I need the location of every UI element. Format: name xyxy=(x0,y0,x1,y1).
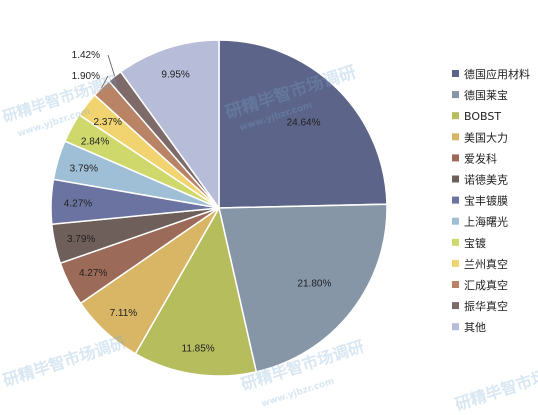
legend-label: 汇成真空 xyxy=(464,278,508,292)
legend-label: 诺德美克 xyxy=(464,173,508,187)
legend-label: 振华真空 xyxy=(464,299,508,313)
legend-swatch xyxy=(452,238,459,246)
data-label: 3.79% xyxy=(67,234,95,245)
legend-label: 上海曙光 xyxy=(464,215,508,229)
legend-swatch xyxy=(452,154,459,162)
leader-line xyxy=(107,54,116,77)
pie-slice xyxy=(218,203,388,373)
pie-slice xyxy=(218,39,388,209)
legend-swatch xyxy=(452,281,459,288)
data-label: 7.11% xyxy=(110,308,138,319)
data-label: 1.90% xyxy=(72,71,100,82)
legend-swatch xyxy=(452,323,459,331)
legend-label: 爱发科 xyxy=(464,151,497,165)
legend-label: BOBST xyxy=(464,110,501,123)
legend-swatch xyxy=(452,70,459,77)
legend-label: 德国应用材料 xyxy=(464,67,530,81)
legend-swatch xyxy=(452,302,459,310)
data-label: 1.42% xyxy=(72,50,100,61)
legend-label: 宝镀 xyxy=(464,236,486,250)
data-label: 4.27% xyxy=(64,199,92,210)
data-label: 24.64% xyxy=(287,118,321,129)
pie-slice xyxy=(119,39,220,211)
data-label: 9.95% xyxy=(161,70,189,81)
data-label: 4.27% xyxy=(79,268,107,279)
data-label: 3.79% xyxy=(70,164,98,175)
legend-swatch xyxy=(452,175,459,183)
leader-lines xyxy=(101,54,116,89)
legend-label: 兰州真空 xyxy=(464,257,508,271)
pie-slice xyxy=(134,205,258,377)
legend-label: 宝丰镀膜 xyxy=(464,194,508,208)
data-label: 2.37% xyxy=(94,117,122,128)
data-label: 21.80% xyxy=(297,278,331,289)
data-labels: 24.64% 21.80% 11.85% 7.11% 4.27% 3.79% 4.27% 3.… xyxy=(64,50,332,355)
legend-swatch xyxy=(452,91,459,99)
leader-line xyxy=(101,75,109,89)
legend-label: 德国莱宝 xyxy=(464,88,508,102)
legend-swatch xyxy=(452,217,459,225)
legend-label: 美国大力 xyxy=(464,130,508,144)
legend-swatch xyxy=(452,196,459,204)
data-label: 11.85% xyxy=(182,344,215,355)
legend-swatch xyxy=(452,133,459,141)
legend-swatch xyxy=(452,259,459,267)
data-label: 2.84% xyxy=(81,136,109,147)
legend-swatch xyxy=(452,112,459,120)
legend-label: 其他 xyxy=(464,321,486,334)
